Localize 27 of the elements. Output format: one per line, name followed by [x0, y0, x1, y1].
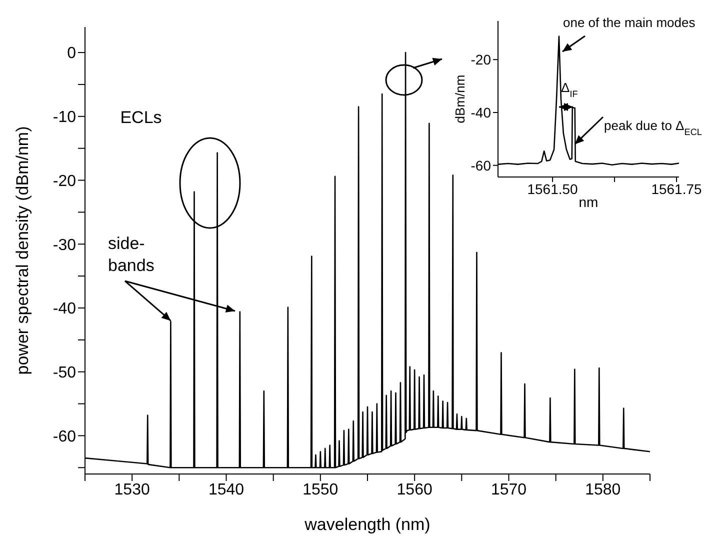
y-tick-label: -40 [470, 104, 492, 120]
y-axis-title: power spectral density (dBm/nm) [13, 126, 32, 375]
x-tick-label: 1560 [396, 481, 432, 498]
x-tick-label: 1550 [302, 481, 338, 498]
x-tick-label: 1561.50 [527, 180, 578, 197]
y-tick-label: -40 [52, 300, 76, 318]
x-axis-title: wavelength (nm) [304, 515, 430, 534]
x-tick-label: 1561.75 [651, 180, 702, 197]
y-tick-label: -20 [52, 172, 76, 190]
annotation: Δ$_{IF}$ [561, 80, 578, 99]
annotation: one of the main modes [563, 15, 696, 30]
x-tick-label: 1580 [585, 481, 621, 498]
x-tick-label: 1570 [490, 481, 527, 498]
y-tick-label: 0 [67, 45, 76, 62]
annotation: ECLs [120, 108, 162, 127]
y-axis-title: dBm/nm [452, 74, 468, 124]
x-tick-label: 1540 [208, 481, 244, 498]
x-axis-title: nm [578, 194, 598, 210]
y-tick-label: -50 [52, 364, 76, 382]
y-tick-label: -60 [470, 157, 492, 174]
y-tick-label: -60 [52, 428, 76, 446]
x-tick-label: 1530 [114, 481, 150, 498]
y-tick-label: -30 [52, 236, 76, 254]
annotation: side- bands [108, 234, 154, 275]
y-tick-label: -10 [52, 109, 76, 126]
annotation: peak due to Δ$_{ECL}$ [604, 118, 702, 137]
y-tick-label: -20 [470, 52, 492, 68]
